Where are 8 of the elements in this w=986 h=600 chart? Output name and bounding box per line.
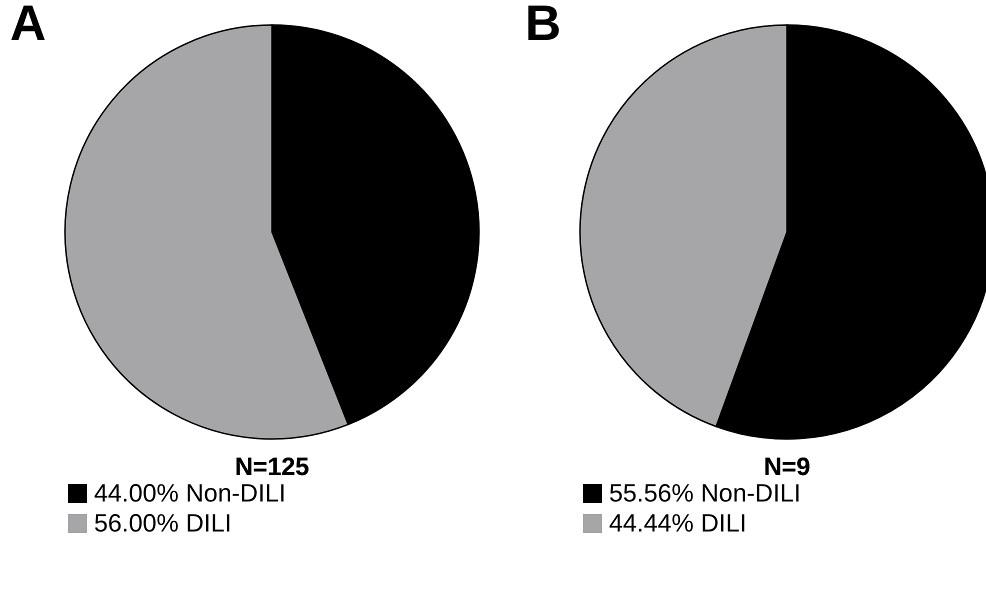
legend-label: 44.00% Non-DILI: [94, 480, 286, 508]
text: N=125: [234, 453, 310, 481]
text: N=9: [764, 453, 810, 481]
legend-label: 44.44% DILI: [609, 510, 747, 538]
chart-title: A: [10, 0, 46, 51]
chart-title: B: [525, 0, 562, 51]
legend-label: 55.56% Non-DILI: [609, 480, 801, 508]
legend-label: 56.00% DILI: [94, 510, 232, 538]
